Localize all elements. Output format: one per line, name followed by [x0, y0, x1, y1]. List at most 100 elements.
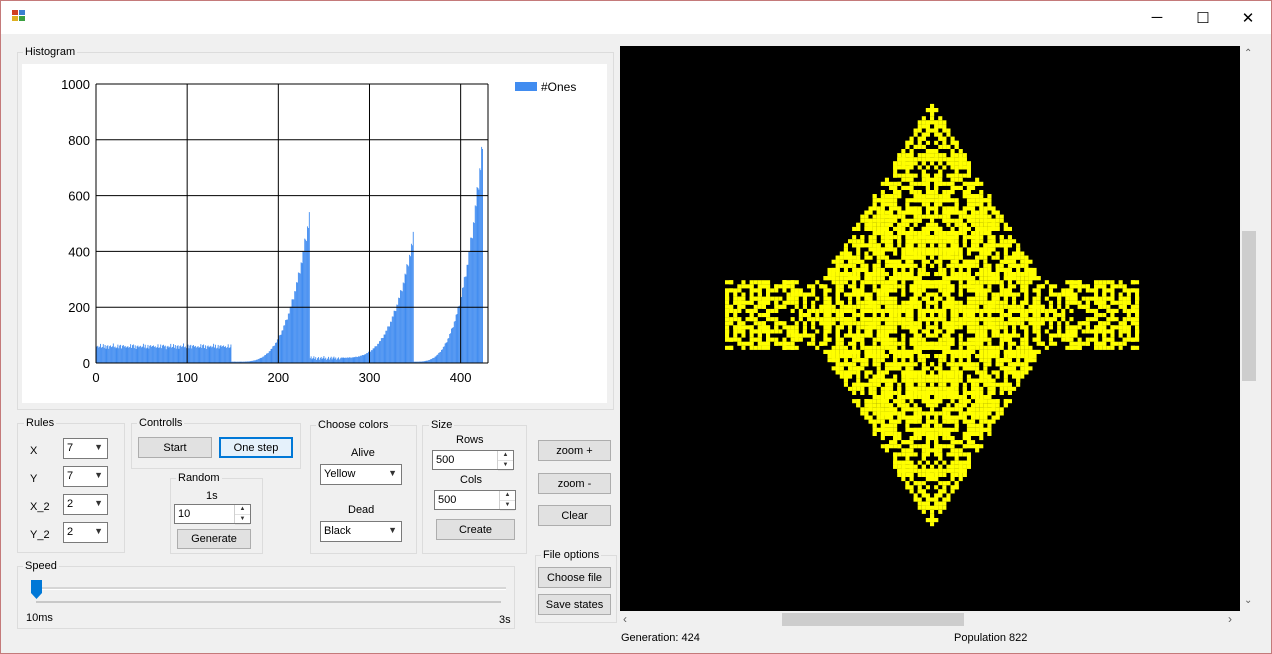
histogram-bar [338, 357, 339, 363]
live-cell [913, 325, 918, 330]
generate-button[interactable]: Generate [177, 529, 251, 549]
close-button[interactable]: ✕ [1225, 1, 1271, 34]
zoom-in-button[interactable]: zoom + [538, 440, 611, 461]
spin-down-icon[interactable]: ▼ [235, 515, 250, 525]
zoom-out-button[interactable]: zoom - [538, 473, 611, 494]
random-count-spinner[interactable]: 10 ▲ ▼ [174, 504, 251, 525]
live-cell [966, 247, 971, 252]
live-cell [934, 431, 939, 436]
horizontal-scroll-thumb[interactable] [782, 613, 964, 626]
spin-up-icon[interactable]: ▲ [500, 491, 515, 501]
chevron-up-icon[interactable]: ⌃ [1244, 48, 1253, 59]
minimize-button[interactable]: ─ [1134, 1, 1180, 34]
speed-slider-track[interactable] [31, 587, 506, 590]
live-cell [868, 235, 873, 240]
choose-file-button[interactable]: Choose file [538, 567, 611, 588]
chevron-left-icon[interactable]: ‹ [623, 612, 627, 626]
live-cell [1007, 386, 1012, 391]
vertical-scroll-thumb[interactable] [1242, 231, 1256, 381]
live-cell [802, 329, 807, 334]
live-cell [884, 333, 889, 338]
horizontal-scrollbar[interactable]: ‹ › [620, 611, 1240, 628]
live-cell [946, 333, 951, 338]
vertical-scrollbar[interactable]: ⌃ ⌄ [1240, 46, 1257, 611]
maximize-button[interactable]: ☐ [1180, 1, 1226, 34]
live-cell [1007, 304, 1012, 309]
spin-up-icon[interactable]: ▲ [235, 505, 250, 515]
live-cell [950, 206, 955, 211]
controls-group [131, 423, 301, 469]
speed-slider-thumb[interactable] [31, 580, 42, 599]
live-cell [893, 390, 898, 395]
live-cell [925, 477, 930, 482]
simulation-canvas[interactable] [620, 46, 1240, 611]
live-cell [950, 276, 955, 281]
chevron-down-icon[interactable]: ⌄ [1244, 595, 1253, 606]
spin-down-icon[interactable]: ▼ [500, 501, 515, 511]
live-cell [901, 210, 906, 215]
live-cell [917, 153, 922, 158]
rule-select[interactable]: 2 ▼ [63, 522, 108, 543]
live-cell [979, 226, 984, 231]
live-cell [893, 296, 898, 301]
live-cell [1135, 313, 1140, 318]
live-cell [790, 280, 795, 285]
rule-select[interactable]: 2 ▼ [63, 494, 108, 515]
live-cell [807, 341, 812, 346]
rule-select[interactable]: 7 ▼ [63, 438, 108, 459]
rows-spinner[interactable]: 500 ▲ ▼ [432, 450, 514, 471]
live-cell [852, 263, 857, 268]
live-cell [880, 194, 885, 199]
live-cell [983, 267, 988, 272]
live-cell [946, 173, 951, 178]
create-button[interactable]: Create [436, 519, 515, 540]
rule-select[interactable]: 7 ▼ [63, 466, 108, 487]
live-cell [1073, 329, 1078, 334]
live-cell [843, 280, 848, 285]
one-step-button[interactable]: One step [219, 437, 293, 458]
live-cell [827, 267, 832, 272]
live-cell [815, 308, 820, 313]
live-cell [946, 452, 951, 457]
live-cell [979, 345, 984, 350]
dead-color-select[interactable]: Black ▼ [320, 521, 402, 542]
live-cell [893, 247, 898, 252]
live-cell [934, 518, 939, 523]
live-cell [884, 272, 889, 277]
histogram-bar [423, 361, 425, 363]
live-cell [1007, 308, 1012, 313]
live-cell [872, 411, 877, 416]
live-cell [909, 370, 914, 375]
histogram-bar [385, 330, 387, 363]
live-cell [971, 247, 976, 252]
clear-button[interactable]: Clear [538, 505, 611, 526]
live-cell [917, 181, 922, 186]
live-cell [1077, 288, 1082, 293]
live-cell [1003, 292, 1008, 297]
spin-down-icon[interactable]: ▼ [498, 461, 513, 471]
live-cell [1081, 341, 1086, 346]
chevron-right-icon[interactable]: › [1228, 612, 1232, 626]
alive-color-select[interactable]: Yellow ▼ [320, 464, 402, 485]
live-cell [897, 431, 902, 436]
live-cell [868, 321, 873, 326]
live-cell [954, 235, 959, 240]
live-cell [942, 255, 947, 260]
live-cell [749, 333, 754, 338]
live-cell [1122, 321, 1127, 326]
live-cell [958, 222, 963, 227]
save-states-button[interactable]: Save states [538, 594, 611, 615]
live-cell [983, 276, 988, 281]
live-cell [876, 403, 881, 408]
histogram-bar [341, 357, 343, 363]
cols-spinner[interactable]: 500 ▲ ▼ [434, 490, 516, 511]
live-cell [884, 198, 889, 203]
live-cell [946, 247, 951, 252]
live-cell [942, 386, 947, 391]
live-cell [884, 427, 889, 432]
live-cell [1048, 321, 1053, 326]
spin-up-icon[interactable]: ▲ [498, 451, 513, 461]
live-cell [946, 284, 951, 289]
histogram-bar [266, 353, 268, 363]
start-button[interactable]: Start [138, 437, 212, 458]
